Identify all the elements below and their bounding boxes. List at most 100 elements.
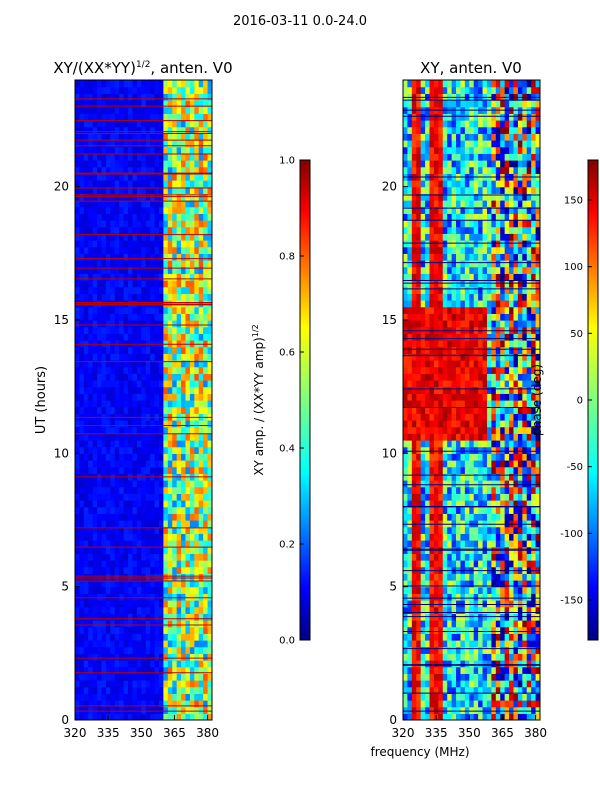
heatmap-cell bbox=[531, 406, 537, 414]
heatmap-cell bbox=[482, 673, 488, 681]
heatmap-cell bbox=[203, 133, 209, 141]
heatmap-cell bbox=[101, 173, 107, 181]
heatmap-cell bbox=[526, 493, 532, 501]
heatmap-cell bbox=[105, 700, 111, 708]
heatmap-cell bbox=[145, 700, 151, 708]
heatmap-cell bbox=[136, 533, 142, 541]
heatmap-cell bbox=[128, 480, 134, 488]
heatmap-cell bbox=[145, 546, 151, 554]
heatmap-cell bbox=[500, 373, 506, 381]
heatmap-cell bbox=[79, 700, 85, 708]
heatmap-cell bbox=[88, 333, 94, 341]
heatmap-cell bbox=[207, 460, 212, 468]
heatmap-cell bbox=[114, 380, 120, 388]
heatmap-cell bbox=[132, 340, 138, 348]
heatmap-cell bbox=[176, 166, 182, 174]
heatmap-cell bbox=[531, 353, 537, 361]
heatmap-cell bbox=[438, 620, 444, 628]
heatmap-cell bbox=[105, 586, 111, 594]
heatmap-cell bbox=[464, 433, 470, 441]
heatmap-cell bbox=[420, 560, 426, 568]
heatmap-cell bbox=[110, 540, 116, 548]
heatmap-cell bbox=[101, 440, 107, 448]
colorbar-tick-label: 0.8 bbox=[279, 252, 295, 263]
heatmap-cell bbox=[79, 566, 85, 574]
heatmap-cell bbox=[97, 613, 103, 621]
heatmap-cell bbox=[482, 446, 488, 454]
heatmap-cell bbox=[185, 320, 191, 328]
heatmap-cell bbox=[407, 433, 413, 441]
heatmap-cell bbox=[101, 386, 107, 394]
heatmap-cell bbox=[451, 520, 457, 528]
heatmap-cell bbox=[150, 606, 156, 614]
heatmap-cell bbox=[407, 353, 413, 361]
heatmap-cell bbox=[411, 406, 417, 414]
heatmap-cell bbox=[123, 486, 129, 494]
heatmap-cell bbox=[163, 206, 169, 214]
heatmap-cell bbox=[150, 586, 156, 594]
heatmap-cell bbox=[198, 133, 204, 141]
heatmap-cell bbox=[110, 373, 116, 381]
heatmap-cell bbox=[79, 606, 85, 614]
heatmap-cell bbox=[141, 540, 147, 548]
heatmap-cell bbox=[79, 280, 85, 288]
heatmap-cell bbox=[185, 693, 191, 701]
heatmap-cell bbox=[123, 360, 129, 368]
heatmap-cell bbox=[478, 353, 484, 361]
heatmap-cell bbox=[105, 306, 111, 314]
heatmap-cell bbox=[123, 333, 129, 341]
heatmap-cell bbox=[416, 353, 422, 361]
heatmap-cell bbox=[79, 366, 85, 374]
heatmap-cell bbox=[158, 260, 164, 268]
heatmap-cell bbox=[92, 440, 98, 448]
heatmap-cell bbox=[416, 506, 422, 514]
heatmap-cell bbox=[181, 186, 187, 194]
heatmap-cell bbox=[119, 186, 125, 194]
heatmap-cell bbox=[509, 533, 515, 541]
heatmap-cell bbox=[145, 400, 151, 408]
heatmap-cell bbox=[132, 380, 138, 388]
heatmap-cell bbox=[163, 226, 169, 234]
heatmap-cell bbox=[123, 453, 129, 461]
heatmap-cell bbox=[145, 313, 151, 321]
heatmap-cell bbox=[105, 106, 111, 114]
heatmap-cell bbox=[531, 673, 537, 681]
heatmap-cell bbox=[79, 253, 85, 261]
heatmap-cell bbox=[176, 513, 182, 521]
heatmap-cell bbox=[110, 406, 116, 414]
heatmap-cell bbox=[438, 366, 444, 374]
heatmap-cell bbox=[407, 320, 413, 328]
heatmap-cell bbox=[75, 260, 81, 268]
heatmap-cell bbox=[172, 680, 178, 688]
heatmap-cell bbox=[110, 500, 116, 508]
heatmap-cell bbox=[486, 306, 492, 314]
heatmap-cell bbox=[504, 706, 510, 714]
heatmap-cell bbox=[83, 646, 89, 654]
heatmap-cell bbox=[83, 333, 89, 341]
heatmap-cell bbox=[504, 533, 510, 541]
heatmap-cell bbox=[407, 486, 413, 494]
heatmap-cell bbox=[447, 473, 453, 481]
heatmap-cell bbox=[172, 580, 178, 588]
heatmap-cell bbox=[469, 666, 475, 674]
heatmap-cell bbox=[442, 713, 448, 720]
heatmap-cell bbox=[123, 313, 129, 321]
heatmap-cell bbox=[114, 366, 120, 374]
heatmap-cell bbox=[75, 606, 81, 614]
heatmap-cell bbox=[531, 713, 537, 720]
heatmap-cell bbox=[509, 673, 515, 681]
heatmap-cell bbox=[150, 553, 156, 561]
heatmap-cell bbox=[97, 220, 103, 228]
heatmap-cell bbox=[97, 380, 103, 388]
heatmap-cell bbox=[185, 613, 191, 621]
heatmap-cell bbox=[114, 153, 120, 161]
heatmap-cell bbox=[101, 713, 107, 720]
heatmap-cell bbox=[163, 620, 169, 628]
heatmap-cell bbox=[535, 593, 540, 601]
heatmap-cell bbox=[456, 600, 462, 608]
heatmap-cell bbox=[460, 540, 466, 548]
heatmap-cell bbox=[97, 393, 103, 401]
x-tick-label: 350 bbox=[130, 726, 153, 740]
heatmap-cell bbox=[97, 80, 103, 88]
heatmap-cell bbox=[495, 693, 501, 701]
